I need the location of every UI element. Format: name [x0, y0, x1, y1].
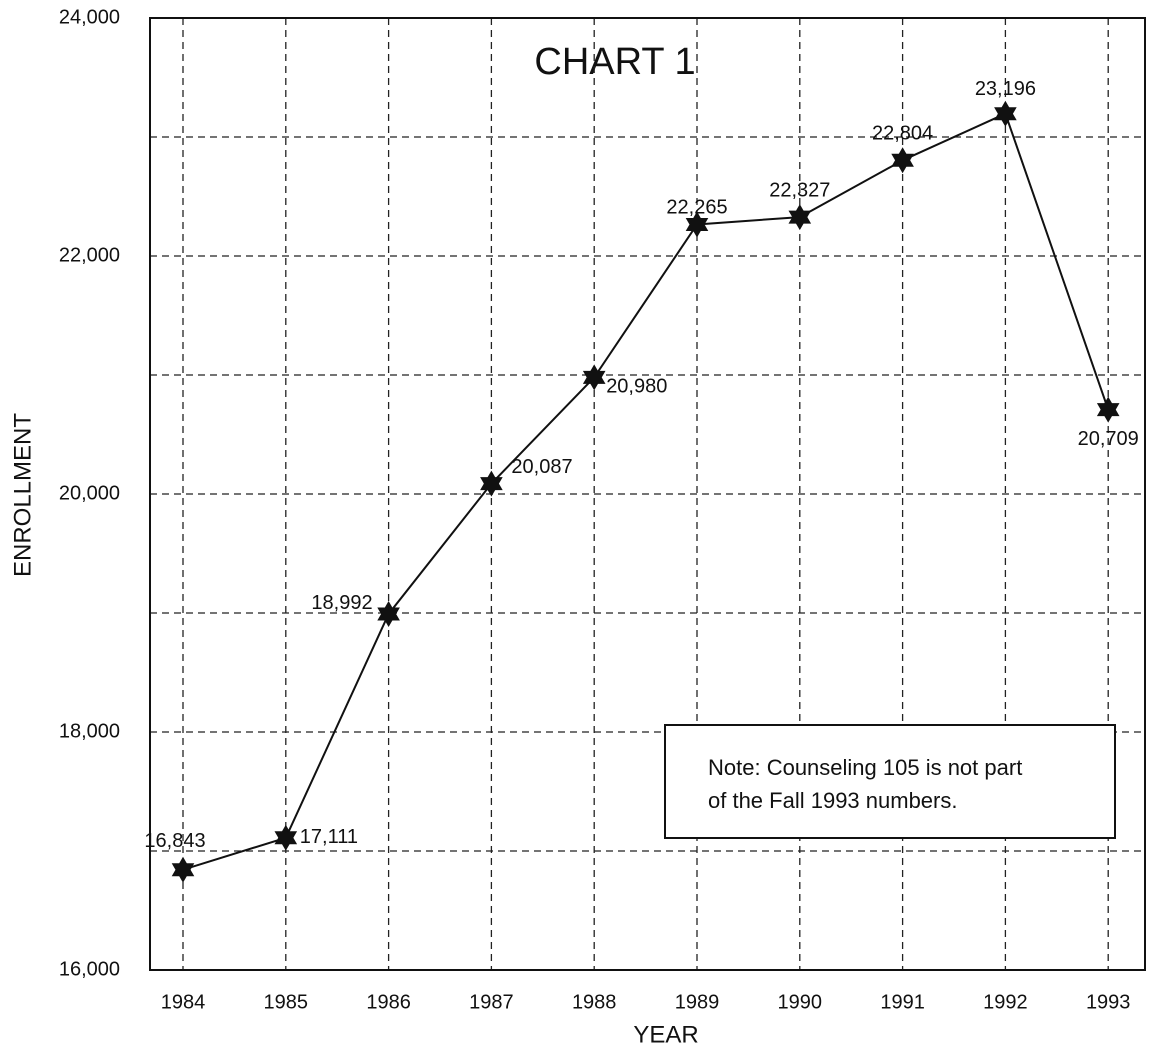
y-axis-label: ENROLLMENT [9, 413, 36, 577]
point-marker [685, 211, 709, 238]
marker-part [377, 607, 400, 627]
chart-title: CHART 1 [534, 41, 695, 83]
data-label: 22,804 [872, 123, 933, 145]
marker-part [994, 107, 1017, 127]
data-label: 23,196 [975, 78, 1036, 100]
plot-frame [149, 17, 1146, 971]
x-tick-label: 1988 [572, 991, 617, 1013]
point-marker [891, 147, 914, 174]
x-tick-label: 1989 [675, 991, 720, 1013]
marker-part [274, 831, 298, 851]
marker-part [480, 477, 503, 497]
x-tick-label: 1992 [983, 991, 1028, 1013]
y-tick-label: 18,000 [59, 720, 120, 742]
marker-part [891, 153, 914, 174]
point-marker [1096, 396, 1120, 423]
x-tick-label: 1987 [469, 991, 514, 1013]
y-tick-label: 16,000 [59, 958, 120, 980]
marker-part [1096, 403, 1120, 423]
note-text: of the Fall 1993 numbers. [708, 788, 957, 813]
point-marker [994, 100, 1017, 127]
x-tick-label: 1984 [161, 991, 206, 1013]
marker-part [788, 210, 812, 231]
point-marker [171, 856, 195, 883]
data-label: 20,087 [511, 456, 572, 478]
series-line [182, 112, 1110, 871]
x-tick-label: 1993 [1086, 991, 1131, 1013]
data-label: 22,327 [769, 179, 830, 201]
x-tick-label: 1990 [778, 991, 823, 1013]
marker-part [582, 370, 606, 391]
point-marker [788, 204, 812, 231]
marker-part [685, 218, 709, 238]
x-axis-label: YEAR [633, 1021, 698, 1048]
x-tick-label: 1985 [264, 991, 309, 1013]
data-label: 22,265 [666, 197, 727, 219]
data-label: 16,843 [144, 830, 205, 852]
data-label: 20,980 [606, 376, 667, 398]
marker-part [171, 863, 195, 883]
point-marker [582, 364, 606, 391]
data-label: 20,709 [1078, 428, 1139, 450]
note-box: Note: Counseling 105 is not part of the F… [664, 724, 1116, 839]
note-frame [664, 724, 1116, 839]
y-tick-label: 22,000 [59, 244, 120, 266]
data-label: 17,111 [300, 826, 358, 848]
note-text: Note: Counseling 105 is not part [708, 755, 1022, 780]
point-marker [377, 601, 400, 627]
x-tick-label: 1986 [366, 991, 411, 1013]
x-tick-label: 1991 [880, 991, 925, 1013]
point-marker [480, 470, 503, 497]
data-label: 18,992 [311, 592, 372, 614]
y-tick-label: 24,000 [59, 6, 120, 28]
y-tick-label: 20,000 [59, 482, 120, 504]
point-marker [274, 824, 298, 851]
